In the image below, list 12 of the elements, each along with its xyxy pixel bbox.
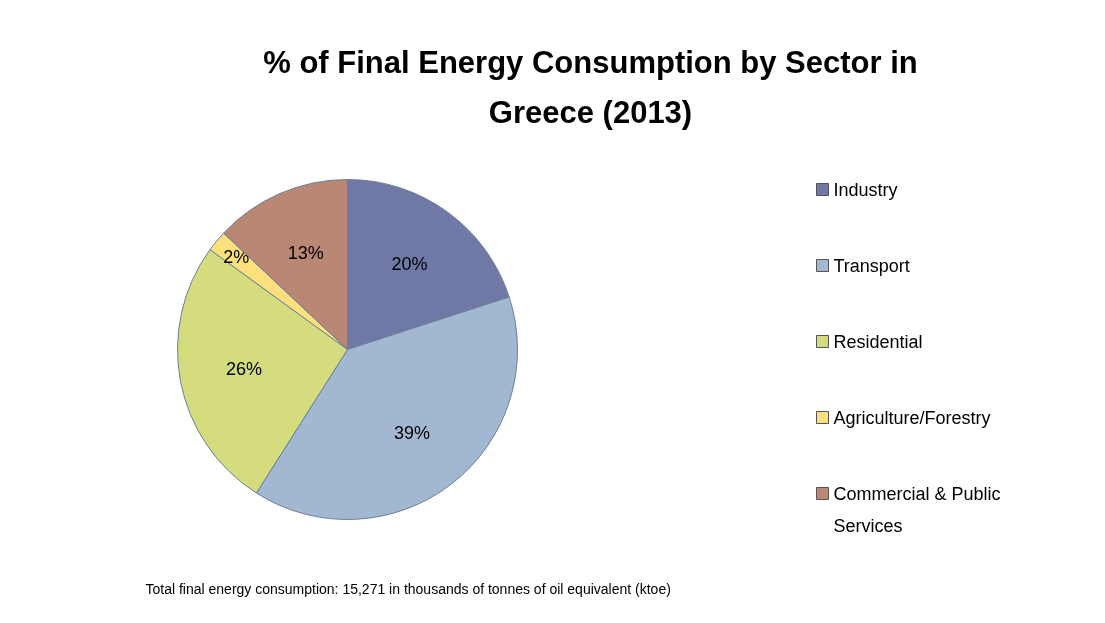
data-label: 13% <box>287 242 324 263</box>
legend-label: Transport <box>833 255 910 276</box>
text: Total final energy consumption: 15,271 in thousands of tonnes of oil equivalent (ktoe) <box>145 580 671 597</box>
legend-label: Commercial & Public Services <box>833 483 1001 536</box>
data-label: 20% <box>391 254 428 275</box>
data-label: 39% <box>394 422 431 443</box>
chart-title: % of Final Energy Consumption by Sector in Greece (2013) <box>263 45 918 130</box>
data-label: 2% <box>223 247 250 268</box>
legend-label: Industry <box>833 179 898 200</box>
legend-label: Residential <box>833 331 923 352</box>
legend-label: Agriculture/Forestry <box>833 407 991 428</box>
data-label: 26% <box>225 359 262 380</box>
